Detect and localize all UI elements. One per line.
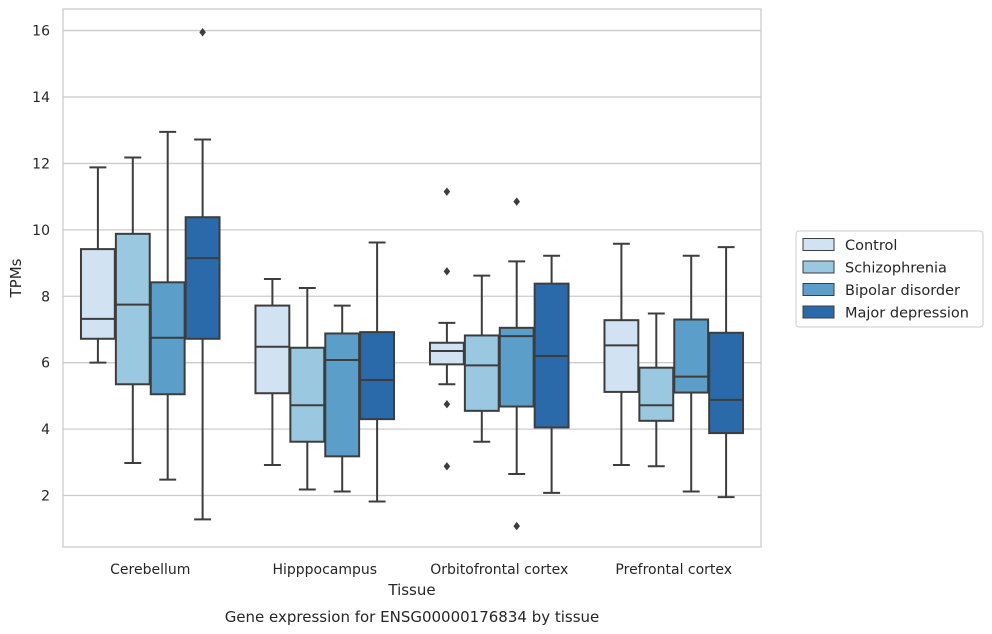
box-body [428, 341, 465, 366]
x-tick-labels: Cerebellum Hipppocampus Orbitofrontal cort… [110, 562, 732, 578]
y-tick-label: 12 [32, 156, 50, 172]
outlier-point [443, 267, 451, 276]
legend-label: Schizophrenia [845, 261, 947, 277]
box-body [324, 332, 361, 458]
box [533, 254, 570, 494]
box-body [79, 248, 116, 340]
box [638, 312, 675, 468]
box-body [603, 319, 640, 393]
box [463, 274, 500, 443]
boxplots [79, 28, 745, 531]
x-tick-label: Hipppocampus [272, 562, 377, 578]
legend-label: Bipolar disorder [845, 283, 960, 299]
box-body [184, 216, 221, 340]
x-tick-label: Cerebellum [110, 562, 190, 578]
x-axis-title: Tissue [387, 581, 435, 599]
y-tick-label: 6 [41, 356, 50, 372]
outlier-point [443, 187, 451, 196]
y-tick-labels: 2 4 6 8 10 12 14 16 [32, 24, 50, 505]
outlier-point [513, 521, 520, 531]
box-body [638, 366, 675, 422]
box [149, 130, 186, 481]
box-body [463, 334, 500, 412]
box [289, 286, 326, 491]
box [498, 197, 535, 531]
y-tick-label: 14 [32, 90, 50, 106]
y-tick-label: 8 [41, 289, 50, 305]
y-tick-label: 4 [41, 422, 50, 438]
legend-swatch [802, 283, 835, 296]
box-body [498, 326, 535, 408]
box-body [289, 346, 326, 443]
box-body [673, 318, 710, 394]
box [428, 187, 465, 471]
box [114, 156, 151, 464]
box-body [254, 304, 291, 395]
legend-frame [795, 230, 984, 328]
outlier-point [513, 197, 520, 206]
box [254, 277, 291, 466]
box [603, 242, 640, 466]
box [324, 304, 361, 493]
y-axis-title: TPMs [7, 258, 25, 298]
box-body [114, 232, 151, 386]
chart-caption: Gene expression for ENSG00000176834 by t… [225, 608, 600, 626]
box [79, 166, 116, 364]
legend-swatch [802, 260, 835, 274]
legend-swatch [802, 305, 835, 319]
legend-swatch [802, 238, 835, 251]
box-body [359, 331, 396, 421]
box-body [708, 331, 745, 435]
outlier-point [443, 399, 451, 409]
outlier-point [443, 462, 451, 471]
legend: Control Schizophrenia Bipolar disorder Majo… [795, 230, 984, 328]
legend-label: Major depression [845, 306, 969, 322]
box [708, 246, 745, 499]
x-tick-label: Prefrontal cortex [615, 562, 732, 578]
outlier-point [199, 28, 206, 37]
x-tick-label: Orbitofrontal cortex [430, 562, 568, 578]
legend-label: Control [845, 238, 897, 254]
box [359, 241, 396, 503]
box [184, 28, 221, 521]
plot-area-frame [62, 8, 762, 548]
y-tick-label: 16 [32, 24, 50, 40]
box [673, 254, 710, 493]
y-tick-label: 10 [32, 223, 50, 239]
y-tick-label: 2 [41, 489, 50, 505]
